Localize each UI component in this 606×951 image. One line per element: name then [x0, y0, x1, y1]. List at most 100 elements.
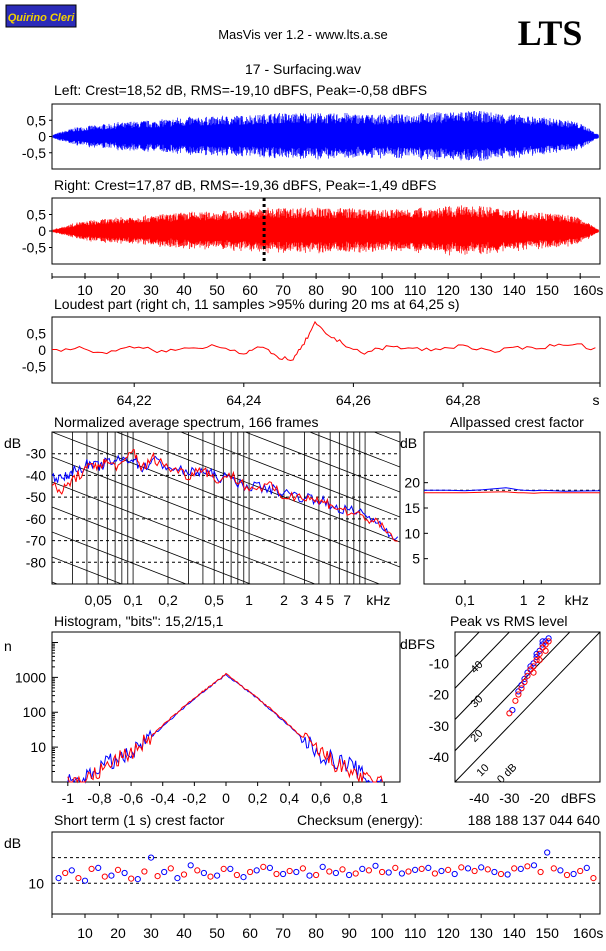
peak-rms-right-point	[536, 657, 543, 664]
short-term-crest-left-point	[570, 870, 577, 878]
short-term-crest-ylabel: dB	[4, 835, 21, 851]
short-term-crest-xtick: 60	[242, 925, 258, 941]
short-term-crest-left-point	[478, 864, 485, 871]
short-term-crest-xtick: 50	[209, 925, 225, 941]
loudest-part: 0,50-0,5 64,22 64,24 64,26 64,28 s	[22, 316, 601, 408]
spectrum-title: Normalized average spectrum, 166 frames	[54, 414, 319, 430]
crest-factor: 20 15 10 5 0,1 1 2 kHz	[404, 431, 601, 608]
short-term-crest-xtick: 110	[404, 925, 427, 941]
peak-rms-diagonal-10	[455, 632, 571, 752]
spectrum-xtick: 1	[245, 592, 253, 608]
short-term-crest-xtick: 130	[469, 925, 493, 941]
crest-factor-right-line	[424, 491, 600, 494]
right-waveform-xtick: 50	[209, 282, 225, 298]
short-term-crest-ytick: 10	[28, 875, 44, 891]
badge-text: Quirino Cleri	[8, 12, 76, 24]
brand-logo: LTS	[518, 13, 583, 53]
short-term-crest-left-point	[174, 875, 181, 882]
spectrum-slope-line	[308, 432, 400, 468]
short-term-crest-right-point	[180, 871, 188, 878]
spectrum-frame	[51, 431, 401, 585]
spectrum-xtick: 0,2	[158, 592, 178, 608]
short-term-crest-title: Short term (1 s) crest factor	[54, 812, 225, 828]
short-term-crest-left-point	[372, 862, 379, 869]
short-term-crest-left-point	[108, 872, 115, 879]
spectrum-ytick: -30	[26, 446, 46, 462]
spectrum-xtick: 0,5	[204, 592, 224, 608]
short-term-crest-right-point	[471, 867, 478, 875]
plots: 0,50-0,50,50-0,510 20 30 40 50 60 70 80 90 100 110…	[15, 103, 603, 941]
short-term-crest-left-point	[385, 869, 392, 876]
peak-rms-title: Peak vs RMS level	[450, 613, 567, 629]
right-waveform-xtick: 20	[110, 282, 126, 298]
right-waveform-xtick: 30	[143, 282, 159, 298]
short-term-crest-left-point	[332, 869, 339, 877]
spectrum-xtick: 2	[280, 592, 288, 608]
left-waveform: 0,50-0,5	[22, 103, 601, 170]
spectrum-slope-line	[52, 456, 381, 584]
peak-rms-ytick: -10	[429, 655, 449, 671]
short-term-crest-right-point	[563, 871, 571, 879]
histogram-frame	[51, 631, 401, 783]
histogram-xtick: 0,2	[248, 790, 268, 806]
peak-rms-left-point	[545, 635, 552, 642]
short-term-crest-left-point	[121, 869, 128, 877]
histogram-xtick: -0,6	[119, 790, 143, 806]
short-term-crest-right-point	[537, 868, 544, 876]
short-term-crest-xtick: 140	[502, 925, 526, 941]
short-term-crest-left-point	[240, 874, 247, 881]
short-term-crest-left-point	[583, 864, 590, 872]
peak-rms-ytick: -20	[429, 687, 449, 703]
peak-rms-diagonals	[455, 632, 600, 782]
short-term-crest-xtick: 160s	[573, 925, 603, 941]
histogram-xtick: 0,8	[343, 790, 363, 806]
peak-rms-xtick: -30	[499, 790, 519, 806]
spectrum-ytick: -60	[26, 511, 46, 527]
short-term-crest-left-point	[187, 862, 194, 869]
peak-rms-ytick: -30	[429, 718, 449, 734]
spectrum-xtick: 7	[343, 592, 351, 608]
peak-rms-right-point	[536, 650, 543, 658]
short-term-crest-right-point	[352, 870, 359, 877]
peak-rms-left-point	[533, 650, 540, 658]
short-term-crest-xtick: 90	[341, 925, 357, 941]
right-waveform-xtick: 110	[404, 282, 427, 298]
short-term-crest-right-point	[75, 875, 82, 882]
short-term-crest-left-point	[359, 865, 366, 873]
short-term-crest-xtick: 10	[77, 925, 93, 941]
spectrum-ytick: -70	[26, 533, 46, 549]
crest-factor-xtick: 1	[520, 592, 528, 608]
loudest-part-xtick: 64,22	[117, 392, 152, 408]
short-term-crest-right-point	[233, 871, 240, 879]
peak-rms-right-point	[542, 647, 549, 654]
crest-factor-ylabel: dB	[400, 435, 417, 451]
crest-factor-title: Allpassed crest factor	[450, 414, 584, 430]
spectrum-ylabel: dB	[4, 435, 21, 451]
short-term-crest-xtick: 30	[143, 925, 159, 941]
right-waveform-title: Right: Crest=17,87 dB, RMS=-19,36 dBFS, …	[54, 177, 436, 193]
right-waveform-xtick: 60	[242, 282, 258, 298]
short-term-crest-right-point	[154, 873, 161, 880]
short-term-crest-left-point	[55, 875, 62, 882]
right-waveform-ytick: -0,5	[22, 240, 46, 256]
short-term-crest-left-point	[557, 867, 564, 874]
loudest-part-ytick: 0,5	[27, 326, 47, 342]
histogram-ytick: 1000	[15, 669, 46, 685]
short-term-crest-xtick: 120	[436, 925, 460, 941]
spectrum-left-curve	[52, 454, 399, 540]
short-term-crest-right-point	[484, 866, 491, 873]
spectrum-slope-line	[52, 531, 188, 584]
short-term-crest-right-point	[339, 866, 346, 873]
histogram-ytick: 10	[30, 739, 46, 755]
histogram-xtick: -0,8	[87, 790, 111, 806]
peak-rms-ytick: -40	[429, 749, 449, 765]
right-waveform-xtick: 150	[536, 282, 560, 298]
peak-rms-diagonal-20	[455, 632, 541, 721]
spectrum-ytick: -80	[26, 554, 46, 570]
file-name: 17 - Surfacing.wav	[245, 61, 361, 77]
loudest-part-xtick: 64,24	[226, 392, 261, 408]
right-waveform-xtick: 40	[176, 282, 192, 298]
short-term-crest-left-point	[134, 876, 141, 883]
short-term-crest-right-point	[590, 875, 597, 882]
